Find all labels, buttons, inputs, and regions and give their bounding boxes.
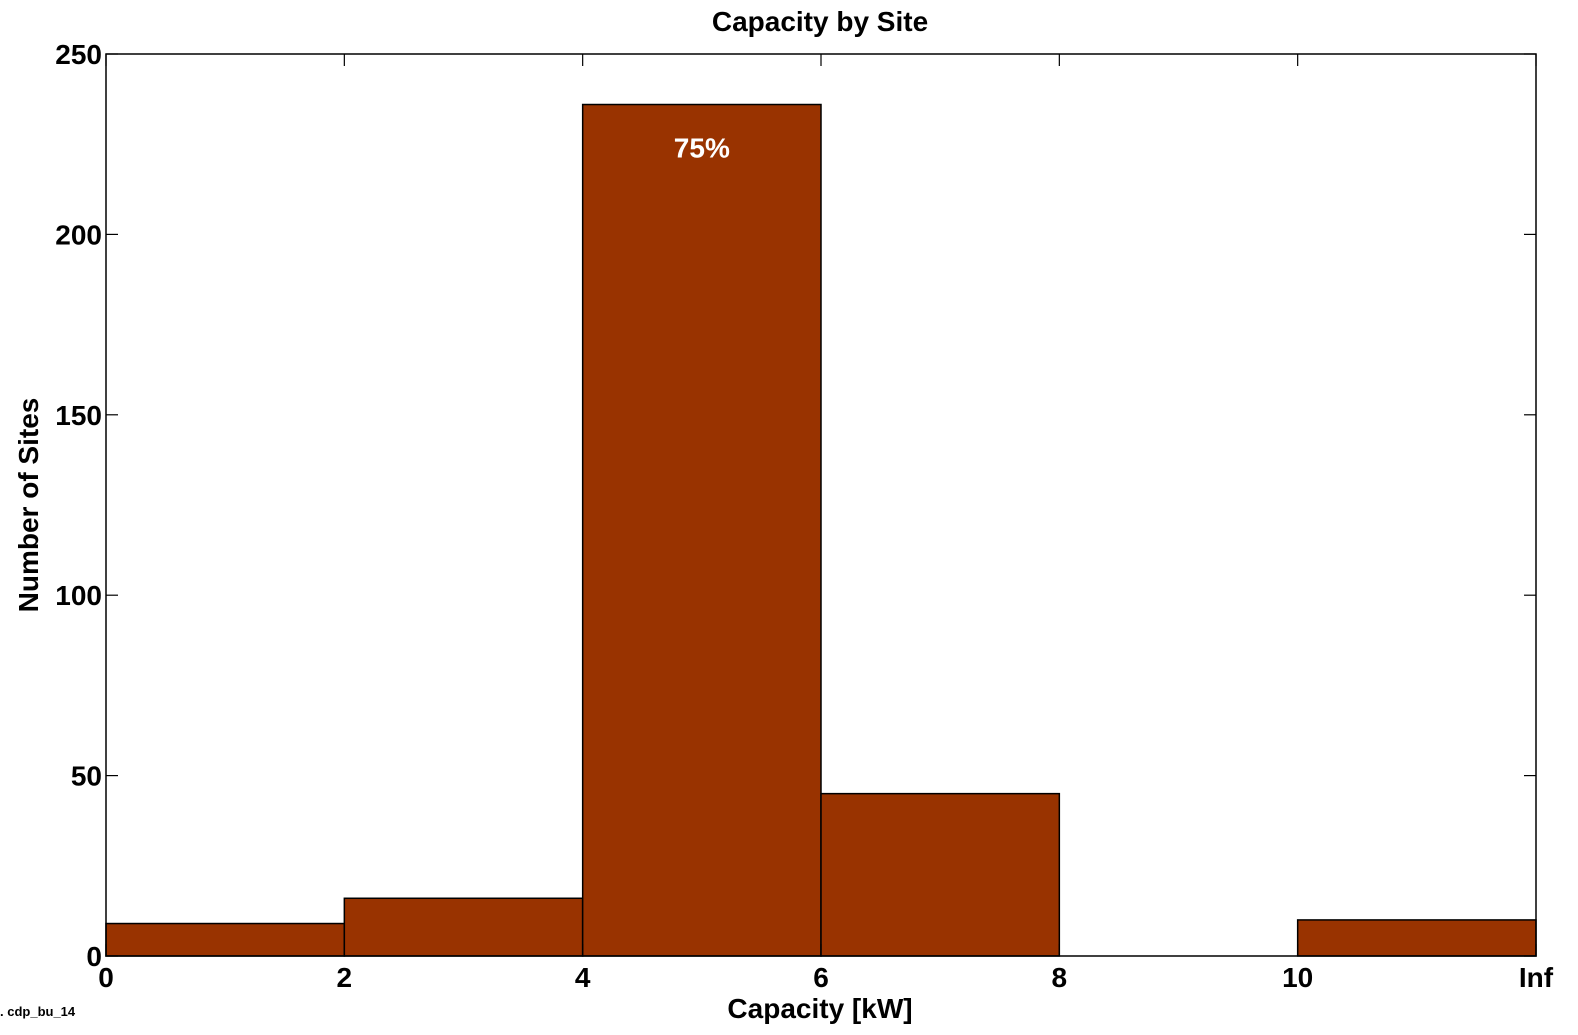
bar-annotation-0: 75% — [674, 133, 730, 164]
x-tick-label-4: 8 — [1052, 962, 1068, 993]
x-tick-label-3: 6 — [813, 962, 829, 993]
ticks-group — [105, 53, 1537, 957]
footer-label: . cdp_bu_14 — [0, 1004, 76, 1019]
x-tick-label-5: 10 — [1282, 962, 1313, 993]
chart-title: Capacity by Site — [712, 6, 928, 37]
x-tick-labels: 0 2 4 6 8 10 Inf — [98, 962, 1554, 993]
x-tick-label-0: 0 — [98, 962, 114, 993]
bar-1 — [343, 897, 584, 957]
y-tick-label-5: 250 — [55, 39, 102, 70]
bar-5 — [1296, 919, 1537, 957]
y-tick-label-2: 100 — [55, 580, 102, 611]
y-tick-labels: 0 50 100 150 200 250 — [55, 39, 102, 972]
bar-2 — [581, 103, 822, 957]
bar-0 — [105, 922, 346, 957]
y-tick-label-0: 0 — [86, 941, 102, 972]
y-axis-label: Number of Sites — [13, 398, 44, 613]
annotations-group: 75% — [674, 133, 730, 164]
x-axis-label: Capacity [kW] — [727, 993, 912, 1024]
y-tick-label-4: 200 — [55, 219, 102, 250]
x-tick-label-1: 2 — [337, 962, 353, 993]
bars-group — [105, 103, 1537, 957]
bar-3 — [820, 792, 1061, 957]
y-tick-label-1: 50 — [71, 761, 102, 792]
x-tick-label-6: Inf — [1519, 962, 1554, 993]
y-tick-label-3: 150 — [55, 400, 102, 431]
x-tick-label-2: 4 — [575, 962, 591, 993]
